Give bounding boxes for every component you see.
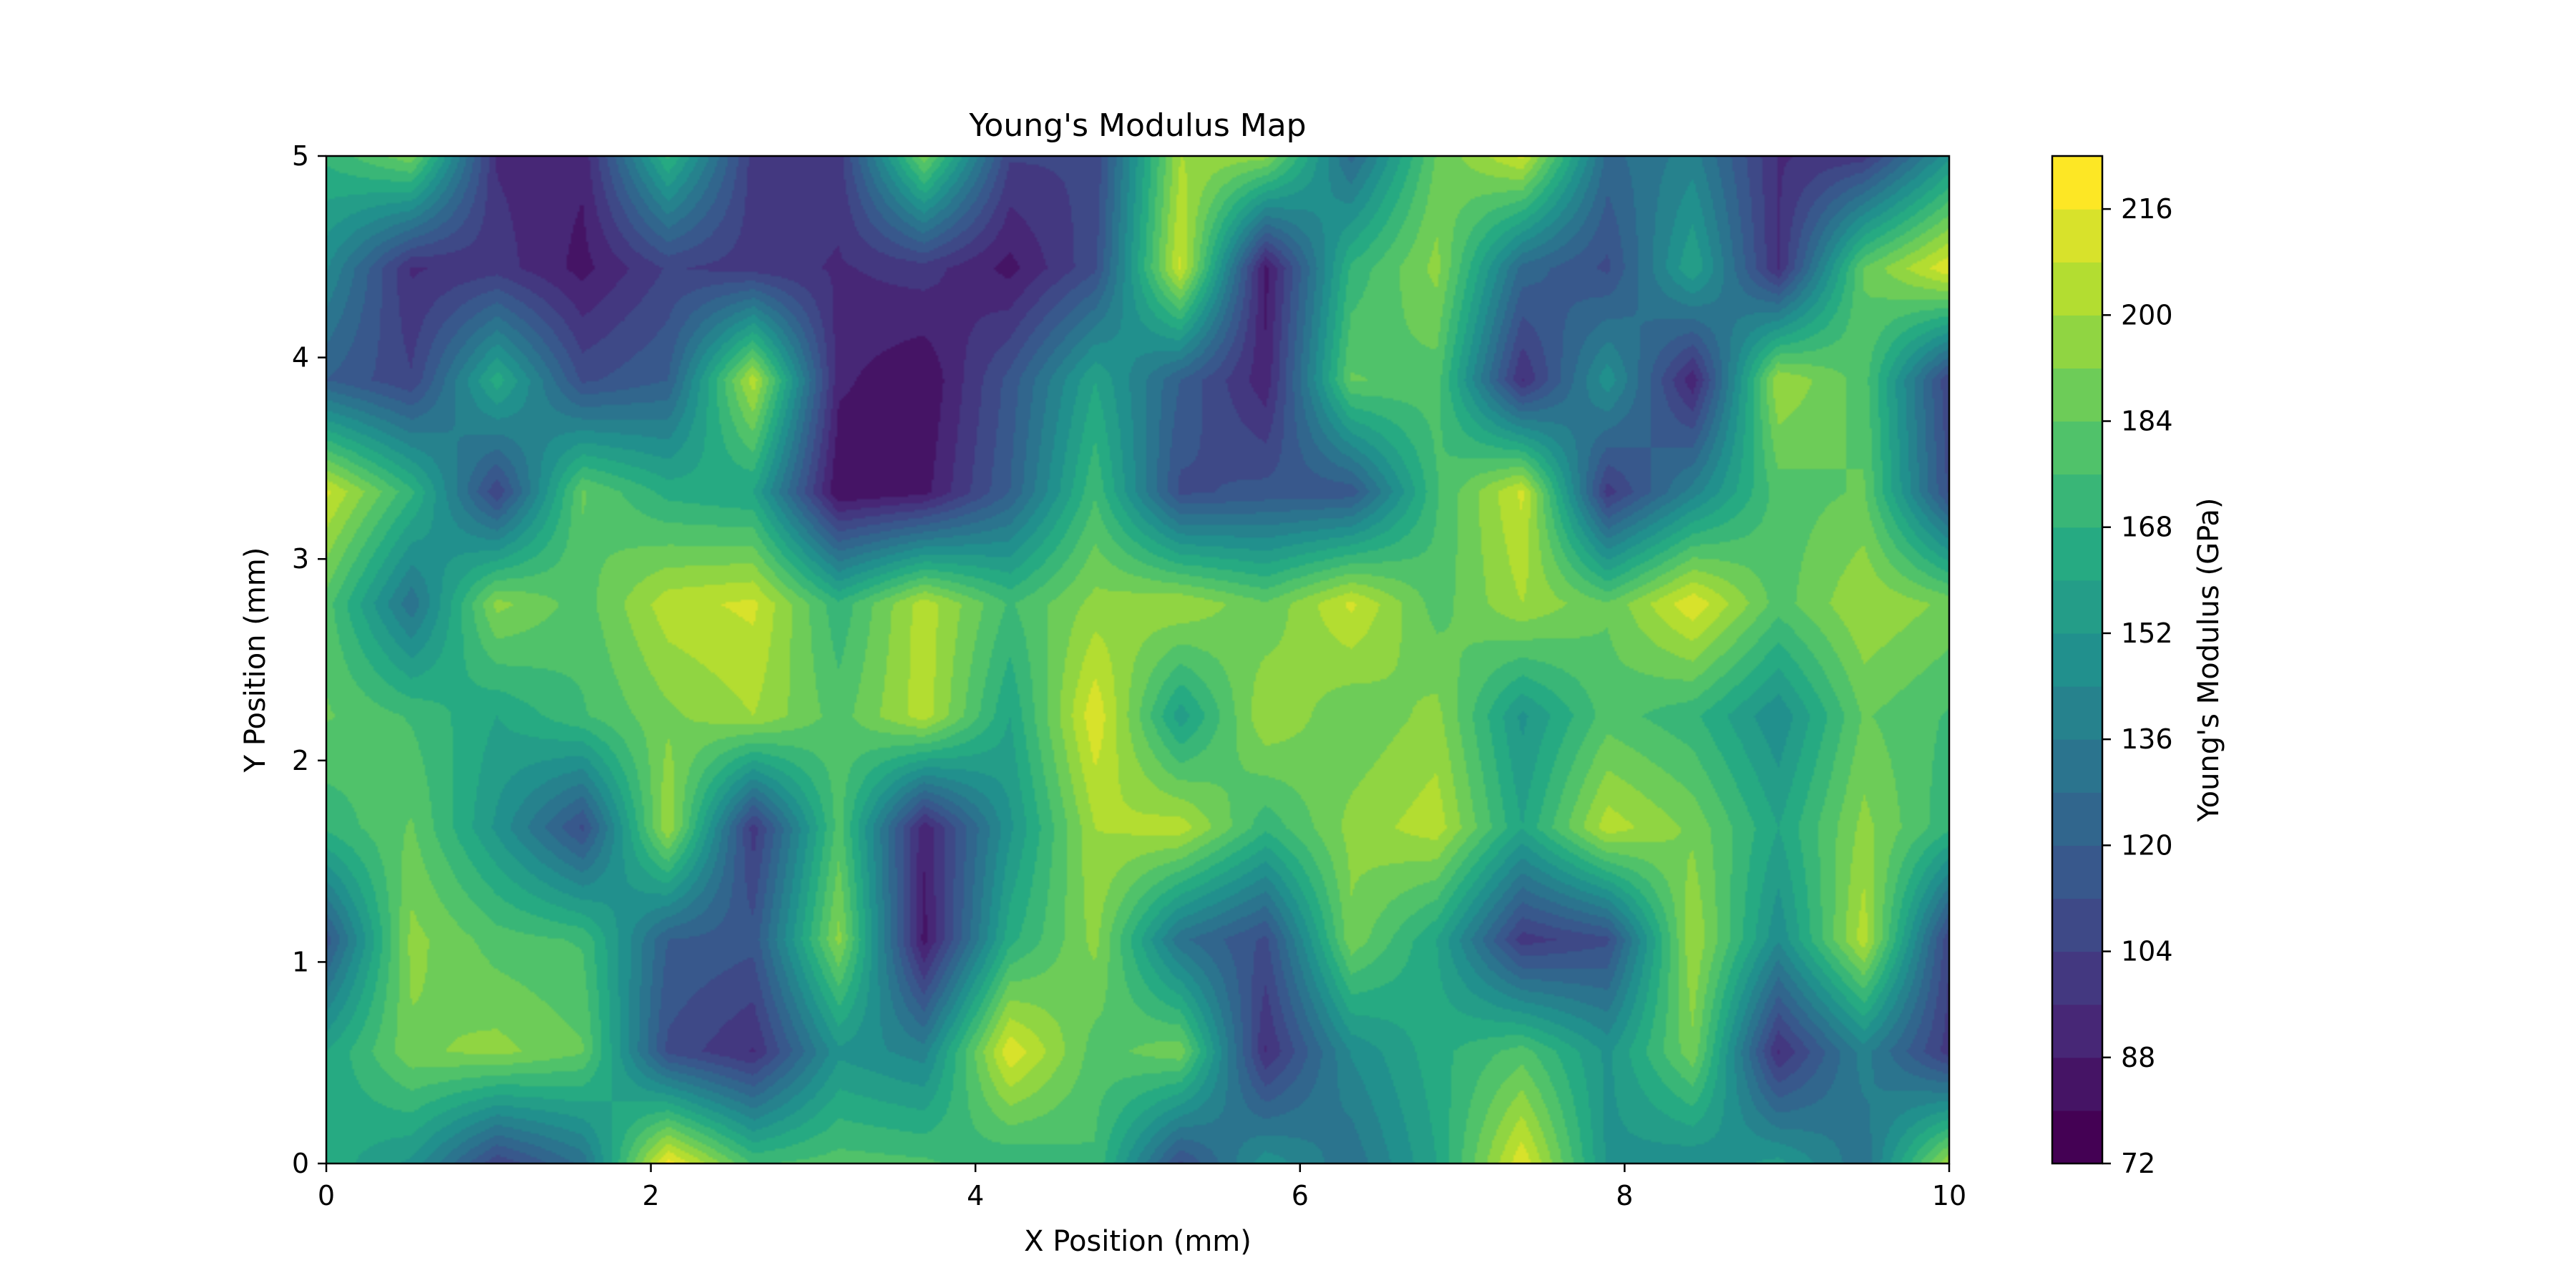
y-tick-label: 0: [292, 1148, 309, 1179]
colorbar-band: [2052, 792, 2102, 846]
contour-plot-area: [326, 156, 1949, 1163]
y-tick-label: 3: [292, 543, 309, 575]
colorbar-band: [2052, 1110, 2102, 1164]
colorbar-band: [2052, 156, 2102, 210]
colorbar-band: [2052, 474, 2102, 528]
y-axis: 0 1 2 3 4 5: [292, 140, 326, 1179]
colorbar-band: [2052, 580, 2102, 634]
colorbar-band: [2052, 633, 2102, 687]
colorbar-tick-label: 104: [2121, 936, 2173, 967]
colorbar-band: [2052, 898, 2102, 952]
colorbar-band: [2052, 527, 2102, 581]
colorbar-tick-label: 200: [2121, 299, 2173, 331]
colorbar-frame: [2051, 155, 2104, 1165]
x-tick-label: 10: [1932, 1180, 1966, 1211]
y-axis-label: Y Position (mm): [239, 547, 272, 774]
colorbar-band: [2052, 1004, 2102, 1058]
colorbar-tick-label: 184: [2121, 406, 2173, 437]
colorbar-band: [2052, 209, 2102, 263]
colorbar-tick-label: 136: [2121, 723, 2173, 755]
x-axis: 0 2 4 6 8 10: [318, 1163, 1966, 1211]
colorbar-tick-label: 168: [2121, 512, 2173, 543]
colorbar: [2052, 156, 2102, 1164]
x-tick-label: 0: [318, 1180, 335, 1211]
x-tick-label: 4: [967, 1180, 984, 1211]
chart-title: Young's Modulus Map: [968, 107, 1306, 144]
x-tick-label: 8: [1616, 1180, 1633, 1211]
colorbar-band: [2052, 1057, 2102, 1111]
colorbar-band: [2052, 845, 2102, 899]
colorbar-band: [2052, 421, 2102, 475]
colorbar-tick-label: 88: [2121, 1042, 2155, 1073]
contour-fill: [326, 156, 1949, 1163]
colorbar-band: [2052, 951, 2102, 1005]
y-tick-label: 5: [292, 140, 309, 172]
x-tick-label: 6: [1292, 1180, 1309, 1211]
colorbar-band: [2052, 368, 2102, 422]
y-tick-label: 4: [292, 342, 309, 374]
colorbar-band: [2052, 315, 2102, 369]
y-tick-label: 2: [292, 745, 309, 776]
colorbar-axis: 72 88 104 120 136 152 168 184 200 216: [2102, 193, 2173, 1179]
colorbar-band: [2052, 686, 2102, 740]
plot-frame: [325, 155, 1951, 1165]
colorbar-tick-label: 152: [2121, 618, 2173, 649]
y-tick-label: 1: [292, 946, 309, 977]
x-axis-label: X Position (mm): [1024, 1225, 1252, 1258]
colorbar-tick-label: 72: [2121, 1148, 2155, 1179]
colorbar-band: [2052, 262, 2102, 316]
colorbar-label: Young's Modulus (GPa): [2192, 497, 2225, 822]
colorbar-tick-label: 120: [2121, 829, 2173, 861]
colorbar-band: [2052, 739, 2102, 793]
x-tick-label: 2: [643, 1180, 660, 1211]
colorbar-tick-label: 216: [2121, 193, 2173, 225]
